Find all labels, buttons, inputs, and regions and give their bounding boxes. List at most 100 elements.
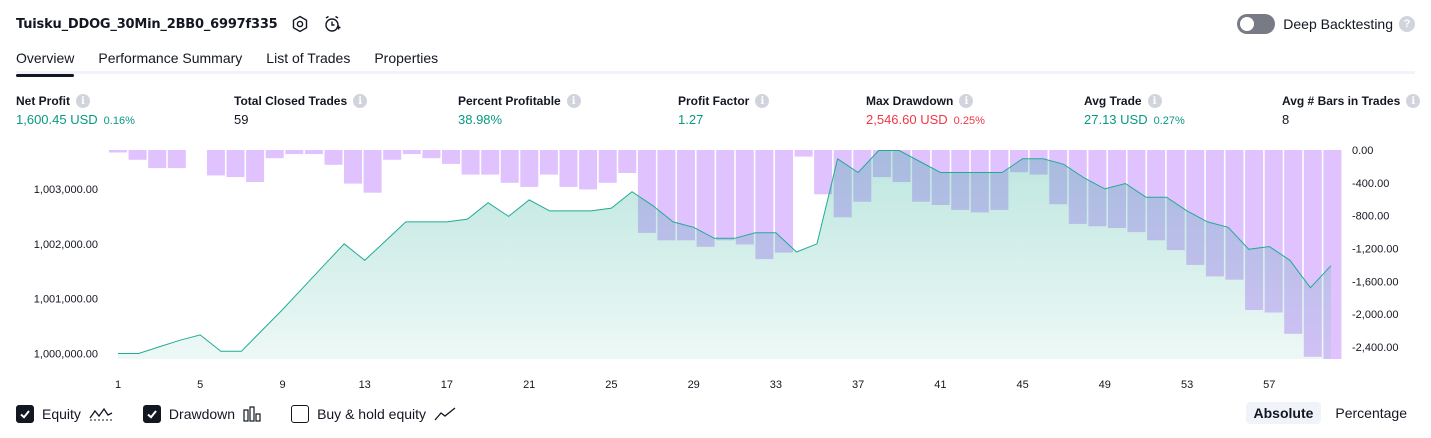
- checkbox-checked[interactable]: [142, 405, 161, 423]
- equity-area: [118, 150, 1331, 359]
- drawdown-bar: [814, 150, 833, 195]
- drawdown-bar: [167, 150, 186, 169]
- y-left-tick: 1,003,000.00: [34, 184, 98, 196]
- metric-avg-bars-in-trades: Avg # Bars in Trades i 8: [1282, 94, 1421, 127]
- metric-label: Profit Factor: [678, 94, 750, 108]
- x-tick: 13: [359, 379, 371, 391]
- info-icon[interactable]: i: [959, 94, 974, 108]
- drawdown-bar: [794, 150, 813, 157]
- checkbox-unchecked[interactable]: [291, 405, 310, 423]
- equity-checkbox[interactable]: Equity: [16, 405, 113, 423]
- drawdown-bar: [422, 150, 441, 159]
- info-icon[interactable]: i: [566, 94, 581, 108]
- y-right-tick: -1,600.00: [1352, 276, 1398, 288]
- metric-percent: 0.25%: [953, 115, 985, 127]
- drawdown-bar: [128, 150, 147, 160]
- y-left-tick: 1,002,000.00: [34, 239, 98, 251]
- x-tick: 57: [1263, 379, 1275, 391]
- drawdown-bar: [716, 150, 735, 241]
- y-right-tick: -400.00: [1352, 178, 1389, 190]
- tab-performance-summary[interactable]: Performance Summary: [98, 50, 243, 66]
- info-icon[interactable]: i: [1147, 94, 1162, 108]
- drawdown-bar: [539, 150, 558, 175]
- drawdown-bar: [579, 150, 598, 190]
- y-right-tick: -1,200.00: [1352, 244, 1398, 256]
- drawdown-bar: [402, 150, 421, 155]
- metric-value: 38.98%: [458, 112, 503, 127]
- tab-properties[interactable]: Properties: [374, 50, 439, 66]
- drawdown-label: Drawdown: [168, 406, 236, 422]
- drawdown-checkbox[interactable]: Drawdown: [142, 405, 261, 423]
- buy-hold-label: Buy & hold equity: [317, 406, 427, 422]
- chart-legend: Equity Drawdown Buy & hold equity Absolu…: [16, 402, 1415, 426]
- checkmark-icon: [147, 410, 157, 419]
- drawdown-bar: [520, 150, 539, 187]
- absolute-button[interactable]: Absolute: [1245, 402, 1322, 424]
- drawdown-bar: [206, 150, 225, 176]
- y-right-tick: -2,000.00: [1352, 309, 1398, 321]
- x-tick: 49: [1099, 379, 1111, 391]
- line-chart-icon: [434, 406, 456, 422]
- drawdown-bar: [598, 150, 617, 183]
- drawdown-bar: [148, 150, 167, 169]
- metric-percent: 0.16%: [103, 115, 135, 127]
- info-icon[interactable]: i: [353, 94, 368, 108]
- info-icon[interactable]: i: [1406, 94, 1421, 108]
- deep-backtesting-toggle[interactable]: [1237, 14, 1276, 34]
- drawdown-bar: [265, 150, 284, 159]
- x-tick: 41: [934, 379, 946, 391]
- drawdown-bar: [677, 150, 695, 241]
- tab-list-of-trades[interactable]: List of Trades: [266, 50, 351, 66]
- drawdown-bar: [246, 150, 265, 182]
- metric-label: Percent Profitable: [458, 94, 561, 108]
- metric-label: Avg # Bars in Trades: [1282, 94, 1401, 108]
- buy-hold-checkbox[interactable]: Buy & hold equity: [291, 405, 456, 423]
- drawdown-bar: [735, 150, 754, 245]
- y-right-tick: 0.00: [1352, 145, 1373, 157]
- metric-total-closed-trades: Total Closed Trades i 59: [234, 94, 368, 127]
- checkbox-checked[interactable]: [16, 405, 34, 423]
- info-icon[interactable]: i: [76, 94, 90, 108]
- x-axis-labels: 1 5 9 13 17 21 25 29 33 37 41 45 49 53 57: [115, 379, 1275, 391]
- y-right-tick: -2,400.00: [1352, 342, 1398, 354]
- metric-avg-trade: Avg Trade i 27.13 USD 0.27%: [1084, 94, 1185, 127]
- y-left-tick: 1,000,000.00: [34, 349, 98, 361]
- y-right-tick: -800.00: [1352, 211, 1389, 223]
- drawdown-bar: [461, 150, 480, 175]
- drawdown-bar: [755, 150, 774, 260]
- x-tick: 5: [197, 379, 203, 391]
- drawdown-bar: [363, 150, 382, 193]
- drawdown-bar: [775, 150, 793, 253]
- drawdown-bar: [109, 150, 127, 153]
- bars-icon: [243, 406, 261, 422]
- tab-overview[interactable]: Overview: [16, 44, 75, 77]
- metric-value: 2,546.60 USD: [866, 112, 948, 127]
- equity-line-icon: [89, 406, 113, 422]
- metric-percent: 0.27%: [1153, 115, 1185, 127]
- percentage-button[interactable]: Percentage: [1335, 405, 1407, 421]
- equity-series: [118, 150, 1332, 359]
- drawdown-bar: [304, 150, 323, 155]
- metric-value: 1,600.45 USD: [16, 112, 98, 127]
- deep-backtesting-label: Deep Backtesting: [1283, 16, 1393, 32]
- left-axis-labels: 1,000,000.00 1,001,000.00 1,002,000.00 1,00…: [34, 184, 98, 361]
- x-tick: 29: [688, 379, 700, 391]
- drawdown-bar: [559, 150, 578, 187]
- drawdown-bar: [618, 150, 637, 173]
- tab-bar: Overview Performance Summary List of Tra…: [16, 44, 1415, 77]
- help-icon[interactable]: ?: [1399, 16, 1415, 32]
- x-tick: 37: [852, 379, 864, 391]
- deep-backtesting-control: Deep Backtesting ?: [1237, 12, 1415, 36]
- drawdown-bar: [226, 150, 245, 178]
- equity-drawdown-chart[interactable]: 1,000,000.00 1,001,000.00 1,002,000.00 1,00…: [0, 140, 1431, 400]
- header: Tuisku_DDOG_30Min_2BB0_6997f335 Deep Bac…: [16, 12, 1415, 36]
- metric-value: 8: [1282, 112, 1290, 127]
- add-alert-icon[interactable]: [322, 14, 342, 34]
- info-icon[interactable]: i: [755, 94, 770, 108]
- x-tick: 21: [523, 379, 535, 391]
- settings-icon[interactable]: [290, 14, 310, 34]
- drawdown-bar: [285, 150, 304, 155]
- strategy-title: Tuisku_DDOG_30Min_2BB0_6997f335: [16, 16, 278, 32]
- metric-label: Total Closed Trades: [234, 94, 348, 108]
- x-tick: 45: [1016, 379, 1028, 391]
